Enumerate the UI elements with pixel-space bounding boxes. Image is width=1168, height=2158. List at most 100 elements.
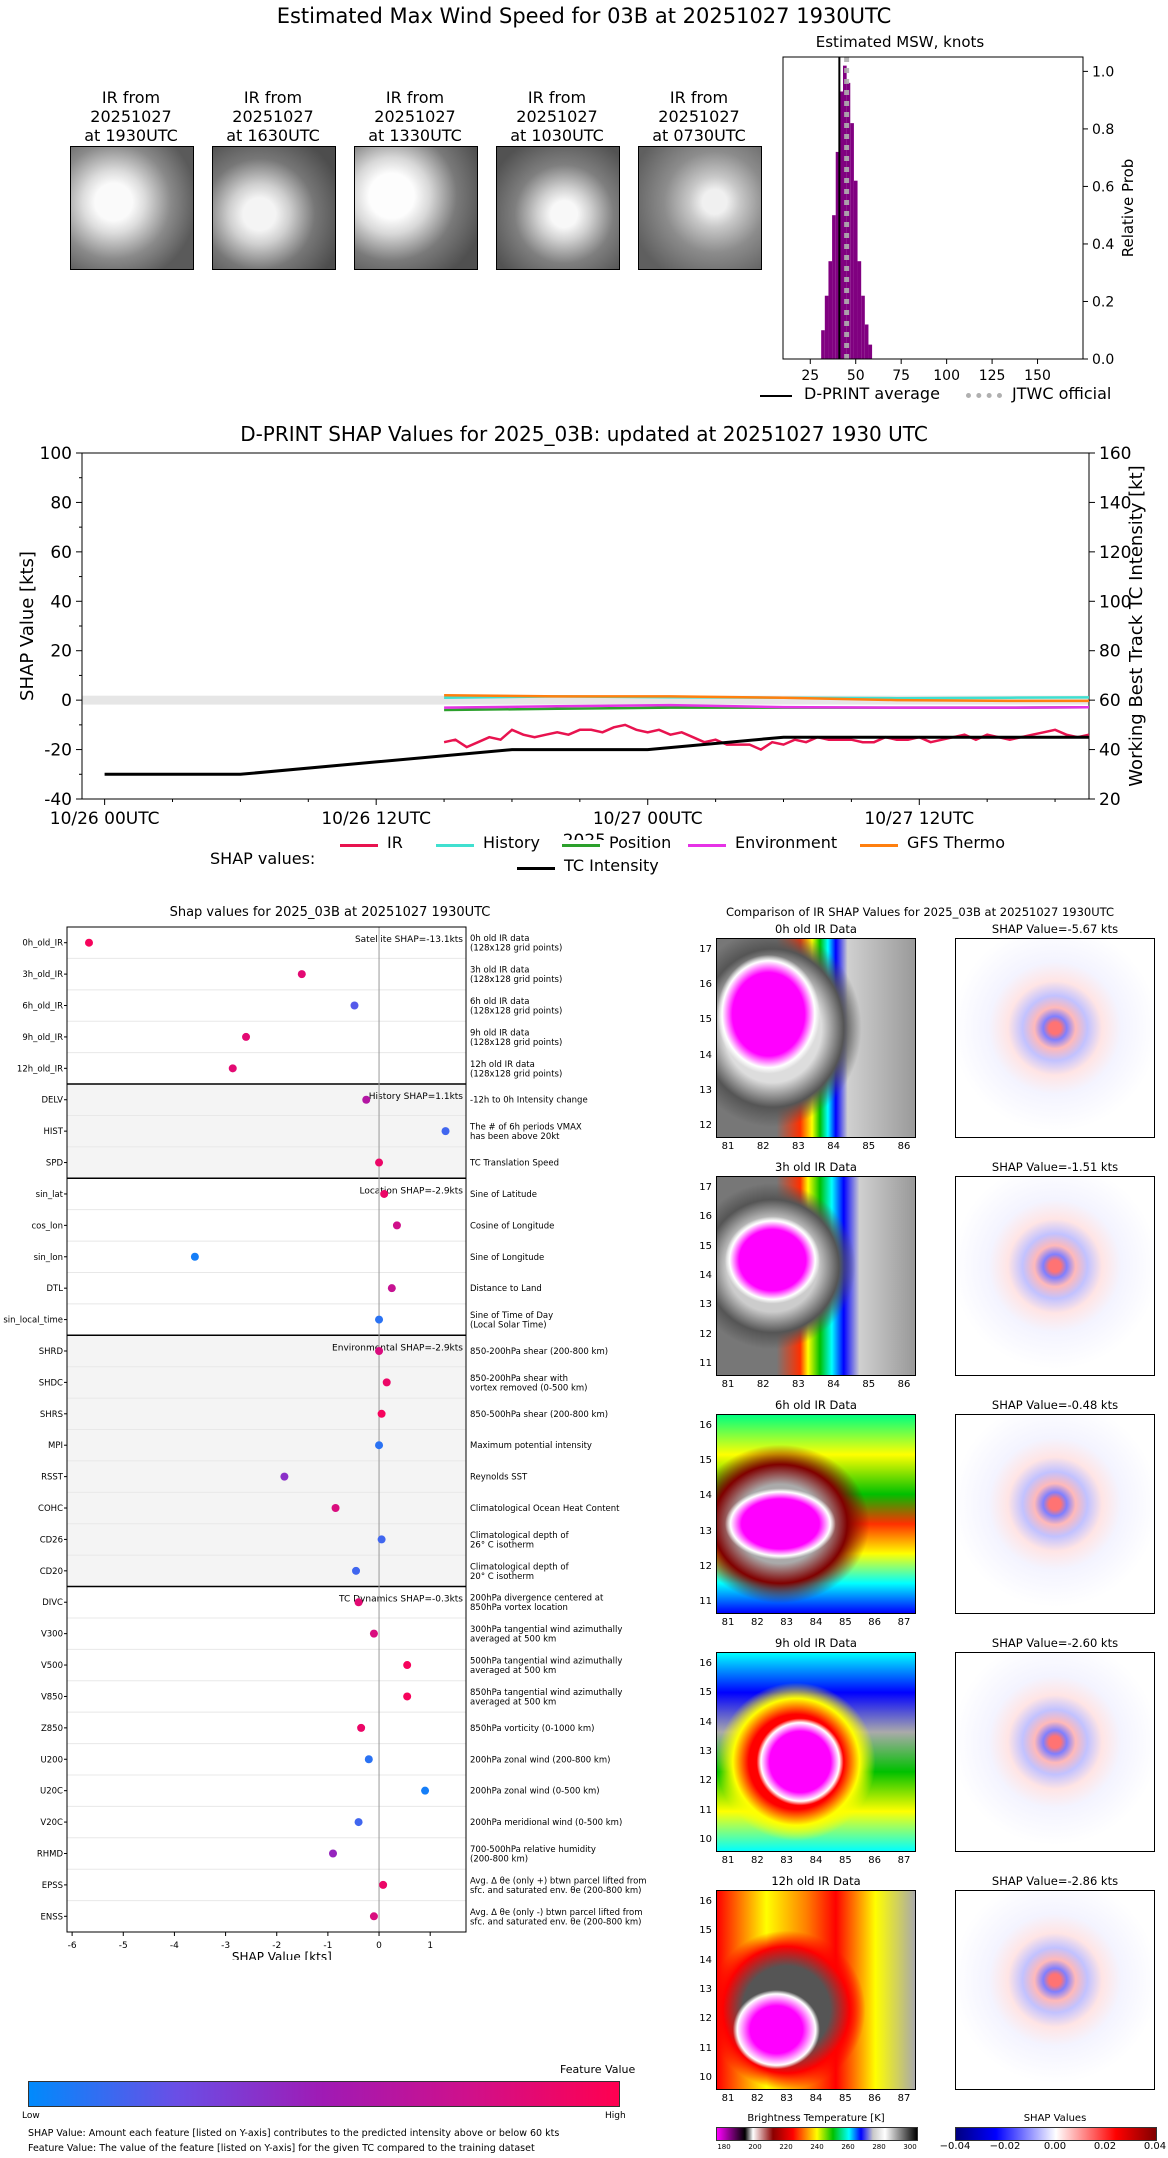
ir-thumbnail	[638, 146, 762, 270]
feature-description-line: 850hPa tangential wind azimuthally	[470, 1688, 622, 1698]
feature-description-line: Sine of Latitude	[470, 1190, 537, 1200]
fv-cbar-low: Low	[22, 2111, 40, 2121]
shap-tick-label: −0.02	[989, 2141, 1021, 2152]
feature-point	[369, 1912, 378, 1921]
feature-description-line: averaged at 500 km	[470, 1666, 556, 1676]
legend-title: SHAP values:	[210, 849, 316, 868]
feature-description-line: 850-200hPa shear with	[470, 1374, 568, 1384]
feature-description-line: 20° C isotherm	[470, 1572, 534, 1582]
legend-official-line	[966, 393, 1002, 398]
ir-y-tick-label: 14	[699, 1049, 712, 1061]
feature-description: Avg. Δ θe (only +) btwn parcel lifted fr…	[470, 1876, 647, 1896]
shap-panel-title: SHAP Value=-5.67 kts	[991, 922, 1119, 936]
feature-description-line: 6h old IR data	[470, 997, 529, 1007]
group-label: History SHAP=1.1kts	[369, 1092, 464, 1102]
ir-y-tick-label: 11	[699, 2042, 712, 2054]
ir-y-tick-label: 14	[699, 1490, 712, 1502]
x-tick-label: -4	[170, 1941, 179, 1951]
shap-cbar-label: SHAP Values	[1023, 2113, 1087, 2124]
feature-point	[441, 1127, 450, 1136]
shap-panel-image	[955, 1414, 1155, 1614]
ir-x-tick-label: 86	[897, 1379, 911, 1390]
ir-x-tick-label: 81	[721, 1855, 735, 1866]
ir-y-tick-label: 14	[699, 1716, 712, 1728]
ir-y-tick-label: 15	[699, 1240, 712, 1252]
feature-description-line: (128x128 grid points)	[470, 1069, 562, 1079]
feature-point	[280, 1472, 289, 1481]
feature-description-line: 300hPa tangential wind azimuthally	[470, 1625, 622, 1635]
ir-x-tick-label: 83	[792, 1379, 805, 1390]
ir-thumbnail	[212, 146, 336, 270]
feature-label: 12h_old_IR	[17, 1064, 63, 1074]
feature-description: Climatological depth of 26° C isotherm	[470, 1531, 570, 1551]
y-tick-label: 60	[50, 543, 72, 563]
legend-avg-label: D-PRINT average	[804, 384, 940, 403]
feature-point	[387, 1284, 396, 1293]
ir-x-tick-label: 84	[827, 1141, 840, 1152]
x-tick-label: -6	[68, 1941, 77, 1951]
feature-label: CD20	[40, 1567, 63, 1577]
ir-x-tick-label: 81	[721, 1617, 735, 1628]
legend-label: IR	[387, 833, 403, 852]
ir-panel-image	[716, 1176, 916, 1376]
feature-description-line: has been above 20kt	[470, 1132, 560, 1142]
shap-tick-label: −0.04	[939, 2141, 971, 2152]
bt-tick-label: 200	[748, 2143, 762, 2151]
feature-label: SPD	[46, 1159, 64, 1169]
x-tick-label: 50	[847, 368, 865, 384]
feature-description: 9h old IR data (128x128 grid points)	[470, 1028, 562, 1048]
shap-panel-title: SHAP Value=-2.86 kts	[991, 1874, 1119, 1888]
x-tick-label: 10/27 12UTC	[864, 809, 974, 829]
legend-swatch	[562, 844, 600, 847]
histogram-bar	[821, 330, 825, 359]
y-tick-label: 1.0	[1092, 64, 1114, 80]
feature-point	[403, 1661, 412, 1670]
ir-thumbnail	[354, 146, 478, 270]
ir-y-tick-label: 14	[699, 1954, 712, 1966]
feature-description-line: 200hPa meridional wind (0-500 km)	[470, 1818, 622, 1828]
bt-tick-label: 180	[717, 2143, 731, 2151]
feature-point	[375, 1346, 384, 1355]
ir-y-tick-label: 11	[699, 1358, 712, 1369]
feature-description-line: Climatological depth of	[470, 1531, 570, 1541]
feature-description: Reynolds SST	[470, 1473, 528, 1483]
feature-label: HIST	[44, 1127, 64, 1137]
feature-point	[377, 1409, 386, 1418]
series-line-gfs-thermo	[444, 693, 1089, 703]
shap-panel-title: SHAP Value=-2.60 kts	[991, 1636, 1119, 1650]
ir-x-tick-label: 85	[838, 2093, 852, 2104]
group-label: TC Dynamics SHAP=-0.3kts	[338, 1595, 463, 1605]
footnote-shap: SHAP Value: Amount each feature [listed …	[28, 2128, 560, 2139]
x-tick-label: -3	[221, 1941, 230, 1951]
ir-y-tick-label: 11	[699, 1596, 712, 1607]
ir-y-tick-label: 12	[699, 1560, 712, 1572]
x-tick-label: 150	[1024, 368, 1051, 384]
histogram-bar	[864, 324, 869, 359]
feature-point	[379, 1880, 388, 1889]
feature-point	[392, 1221, 401, 1230]
feature-description-line: 850hPa vorticity (0-1000 km)	[470, 1724, 594, 1734]
feature-description: 6h old IR data (128x128 grid points)	[470, 997, 562, 1017]
legend-avg-line	[760, 395, 792, 397]
feature-description-line: 26° C isotherm	[470, 1540, 534, 1550]
ir-x-tick-label: 85	[862, 1141, 876, 1152]
ir-x-tick-label: 84	[827, 1379, 840, 1390]
histogram-bar	[853, 180, 858, 359]
y-tick-label: 40	[50, 592, 72, 612]
shap-ts-title: D-PRINT SHAP Values for 2025_03B: update…	[240, 422, 928, 446]
ir-x-tick-label: 81	[721, 1379, 735, 1390]
feature-description-line: sfc. and saturated env. θe (200-800 km)	[470, 1886, 642, 1896]
feature-point	[375, 1315, 384, 1324]
bt-tick-label: 220	[779, 2143, 793, 2151]
histogram-bar	[835, 151, 840, 359]
series-line-tc-intensity	[104, 735, 1089, 776]
x-tick-label: -2	[272, 1941, 281, 1951]
feature-label: V850	[41, 1692, 63, 1702]
feature-description: 200hPa meridional wind (0-500 km)	[470, 1818, 622, 1828]
page-title: Estimated Max Wind Speed for 03B at 2025…	[276, 4, 892, 28]
feature-description-line: 850hPa vortex location	[470, 1603, 568, 1613]
y-tick-label: 80	[50, 493, 72, 513]
feature-description: 850hPa tangential wind azimuthally averag…	[470, 1688, 622, 1708]
ir-x-tick-label: 81	[721, 2093, 735, 2104]
y-tick-label: 20	[50, 642, 72, 662]
